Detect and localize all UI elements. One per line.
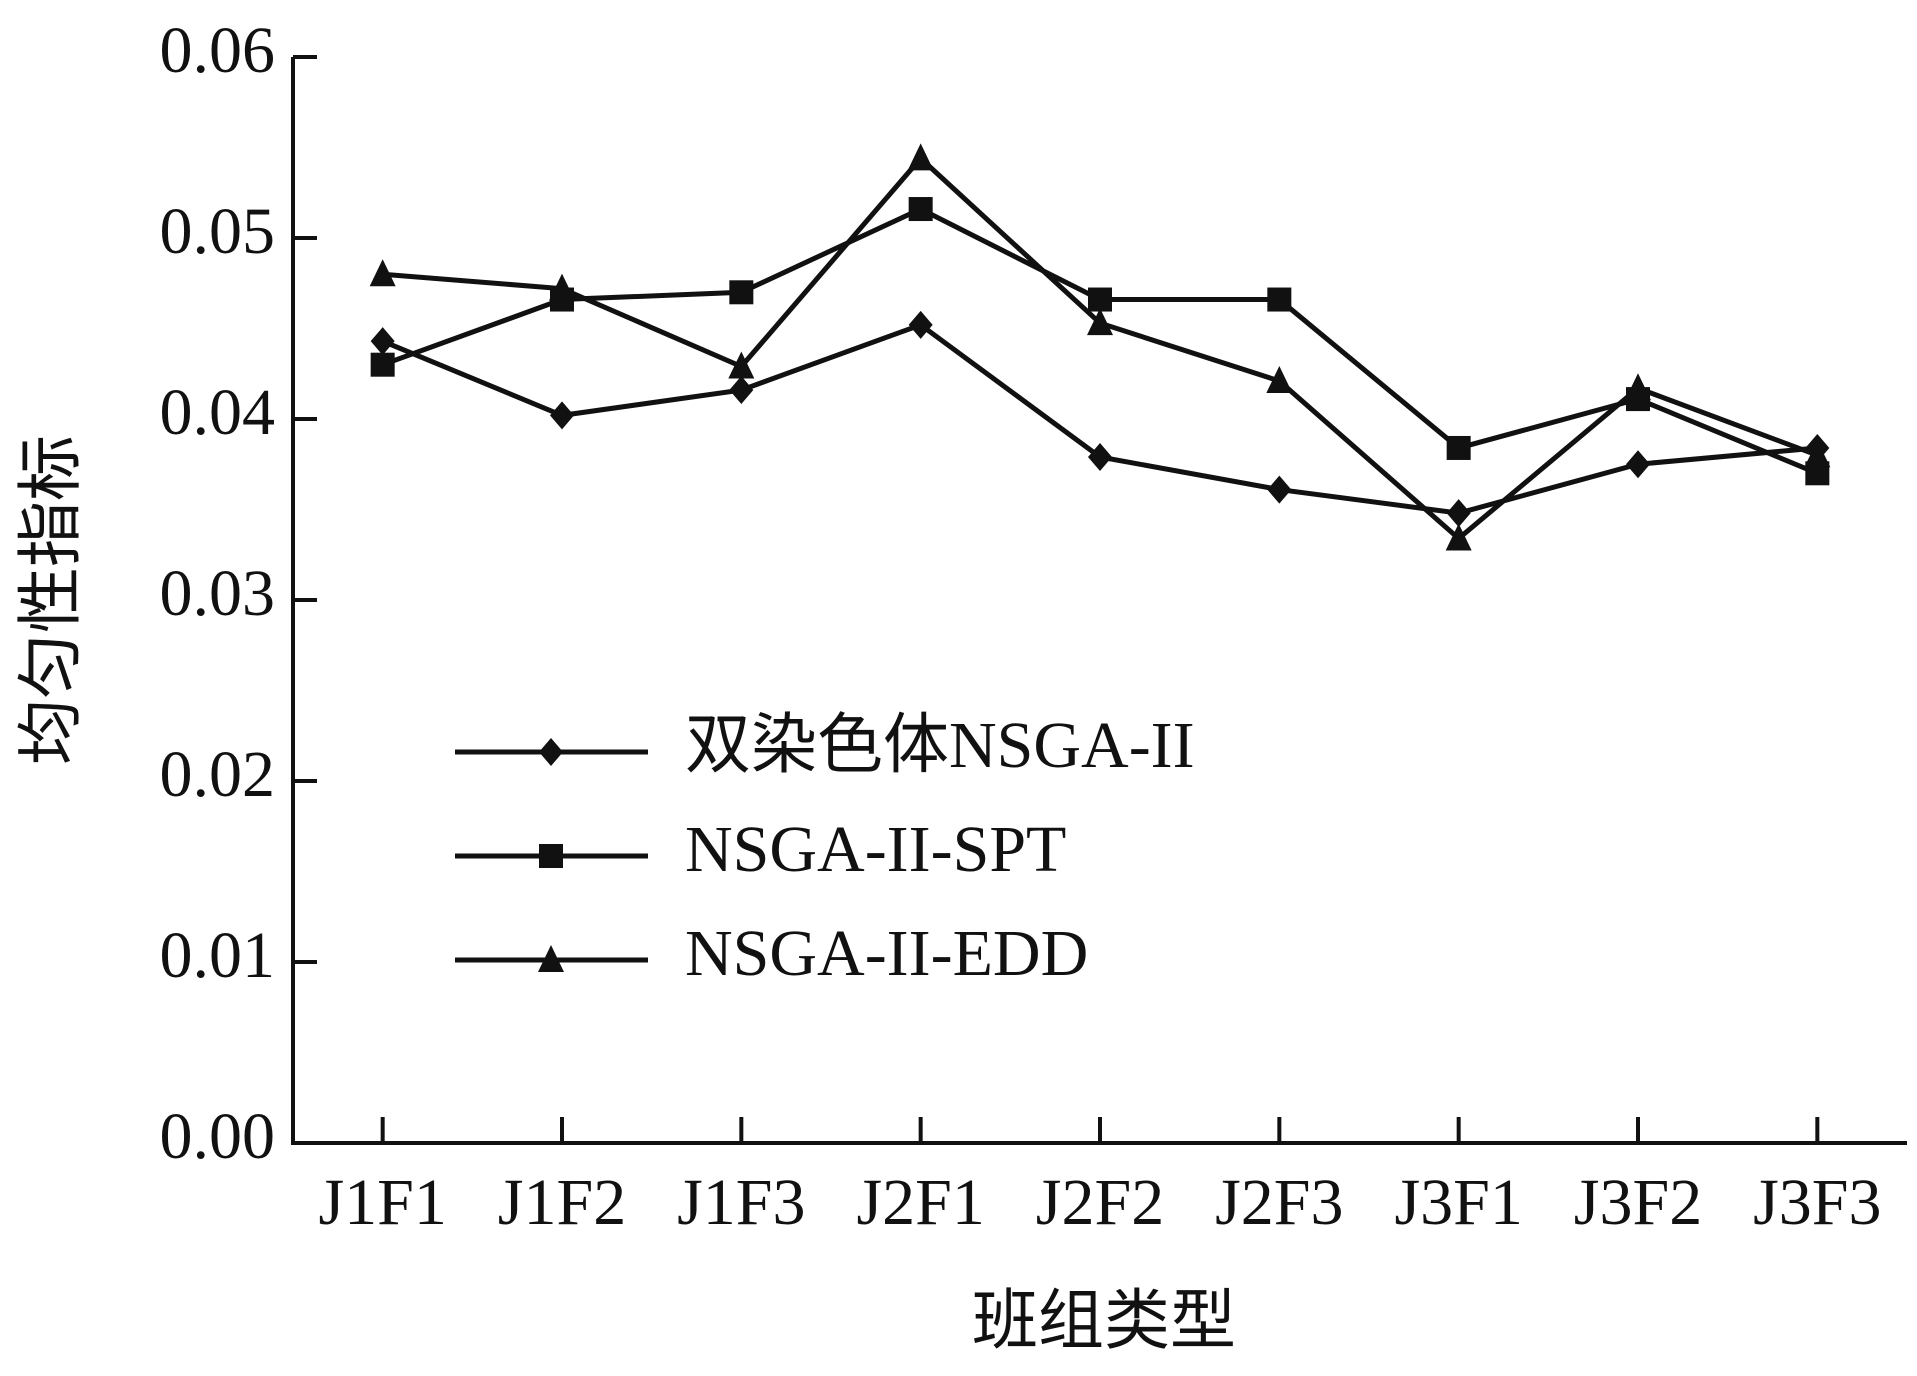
data-point bbox=[908, 310, 933, 339]
y-tick-label: 0.06 bbox=[160, 14, 276, 87]
y-tick-label: 0.02 bbox=[160, 738, 276, 811]
data-point bbox=[1087, 308, 1113, 336]
data-point bbox=[1088, 287, 1112, 312]
data-point bbox=[728, 351, 755, 379]
data-point bbox=[908, 197, 933, 222]
x-tick-label: J2F3 bbox=[1215, 1166, 1343, 1239]
x-tick-label: J3F1 bbox=[1394, 1166, 1522, 1239]
y-tick-label: 0.05 bbox=[160, 195, 276, 268]
x-axis-title: 班组类型 bbox=[972, 1285, 1236, 1358]
y-tick-label: 0.00 bbox=[160, 1100, 276, 1173]
legend-marker bbox=[538, 945, 564, 972]
data-point bbox=[369, 259, 396, 287]
series-line bbox=[382, 154, 1819, 542]
data-point bbox=[370, 327, 395, 356]
x-tick-label: J3F3 bbox=[1753, 1166, 1881, 1239]
x-tick-label: J2F1 bbox=[856, 1166, 984, 1239]
y-tick-label: 0.04 bbox=[160, 376, 276, 449]
data-point bbox=[1626, 450, 1650, 479]
legend-label: NSGA-II-EDD bbox=[685, 917, 1088, 990]
y-tick-label: 0.01 bbox=[160, 919, 276, 992]
data-point bbox=[1267, 287, 1292, 312]
data-point bbox=[729, 280, 754, 305]
data-point bbox=[907, 143, 934, 171]
x-tick-label: J1F3 bbox=[677, 1166, 805, 1239]
legend-label: 双染色体NSGA-II bbox=[685, 709, 1195, 782]
x-tick-label: J2F2 bbox=[1036, 1166, 1164, 1239]
data-point bbox=[549, 273, 575, 301]
data-point bbox=[729, 376, 754, 405]
legend-label: NSGA-II-SPT bbox=[685, 813, 1066, 886]
data-point bbox=[1446, 499, 1471, 528]
data-point bbox=[1446, 435, 1471, 460]
y-tick-label: 0.03 bbox=[160, 557, 276, 630]
x-tick-label: J1F1 bbox=[318, 1166, 446, 1239]
x-tick-label: J1F2 bbox=[498, 1166, 626, 1239]
data-point bbox=[1088, 443, 1112, 472]
legend-marker bbox=[539, 844, 563, 868]
data-point bbox=[1266, 365, 1293, 393]
data-point bbox=[1625, 373, 1651, 401]
series-line bbox=[381, 206, 1819, 476]
data-point bbox=[1267, 475, 1292, 504]
data-point bbox=[1445, 523, 1472, 551]
y-axis-title: 均匀性指标 bbox=[15, 435, 88, 765]
legend-marker bbox=[539, 738, 563, 766]
x-tick-label: J3F2 bbox=[1574, 1166, 1702, 1239]
data-point bbox=[370, 352, 395, 377]
data-point bbox=[550, 401, 574, 430]
data-point bbox=[1804, 440, 1831, 468]
axis-line bbox=[291, 57, 1907, 1145]
